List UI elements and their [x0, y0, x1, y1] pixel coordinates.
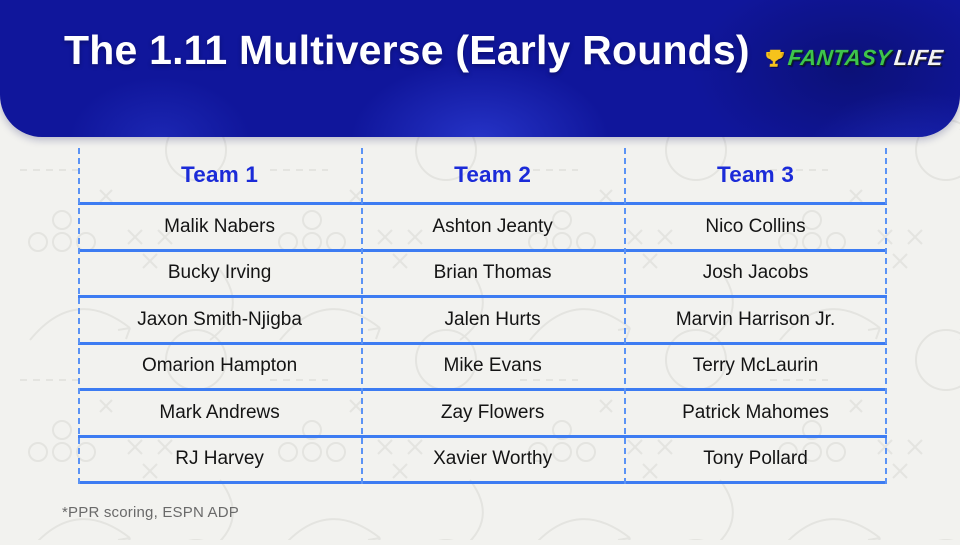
- fantasy-life-logo: FANTASY LIFE: [763, 45, 945, 70]
- column-divider: [885, 148, 887, 484]
- logo-text-life: LIFE: [892, 45, 945, 70]
- player-name: RJ Harvey: [175, 448, 264, 470]
- logo-text-fantasy: FANTASY: [786, 45, 893, 70]
- column-divider: [78, 148, 80, 484]
- player-name: Josh Jacobs: [702, 262, 809, 284]
- column-header-team-3: Team 3: [716, 162, 795, 187]
- table-row: Jaxon Smith-Njigba Jalen Hurts Marvin Harr…: [78, 295, 887, 342]
- column-header-team-1: Team 1: [181, 162, 259, 187]
- player-name: Ashton Jeanty: [432, 215, 553, 237]
- lineup-table: Team 1 Team 2 Team 3 Malik Nabers Ashton Je…: [78, 148, 887, 484]
- table-row: Bucky Irving Brian Thomas Josh Jacobs: [78, 248, 887, 296]
- player-name: Omarion Hampton: [141, 355, 298, 377]
- header-banner: The 1.11 Multiverse (Early Rounds) FANTA…: [0, 0, 960, 137]
- player-name: Brian Thomas: [433, 262, 552, 284]
- table-row: Malik Nabers Ashton Jeanty Nico Collins: [78, 202, 887, 249]
- player-name: Jalen Hurts: [444, 308, 541, 330]
- column-header-team-2: Team 2: [454, 162, 532, 187]
- player-name: Tony Pollard: [703, 448, 808, 470]
- player-name: Nico Collins: [705, 215, 806, 237]
- player-name: Terry McLaurin: [692, 355, 819, 377]
- player-name: Mark Andrews: [159, 401, 280, 423]
- player-name: Jaxon Smith-Njigba: [137, 308, 302, 330]
- table-row: Mark Andrews Zay Flowers Patrick Mahomes: [78, 388, 887, 435]
- player-name: Bucky Irving: [167, 262, 272, 284]
- player-name: Xavier Worthy: [433, 448, 553, 470]
- banner-glow: [760, 60, 960, 137]
- page-title: The 1.11 Multiverse (Early Rounds): [64, 27, 750, 73]
- player-name: Zay Flowers: [440, 401, 545, 423]
- player-name: Marvin Harrison Jr.: [675, 308, 836, 330]
- footnote: *PPR scoring, ESPN ADP: [62, 504, 239, 521]
- trophy-icon: [766, 49, 784, 67]
- column-divider: [624, 148, 627, 484]
- player-name: Patrick Mahomes: [682, 401, 829, 423]
- player-name: Mike Evans: [443, 355, 542, 377]
- table-row: RJ Harvey Xavier Worthy Tony Pollard: [78, 434, 887, 484]
- column-divider: [361, 148, 364, 484]
- table-row: Omarion Hampton Mike Evans Terry McLaurin: [78, 341, 887, 389]
- table-header-row: Team 1 Team 2 Team 3: [78, 148, 887, 202]
- table-body: Malik Nabers Ashton Jeanty Nico Collins Buc…: [78, 202, 887, 484]
- player-name: Malik Nabers: [164, 215, 275, 237]
